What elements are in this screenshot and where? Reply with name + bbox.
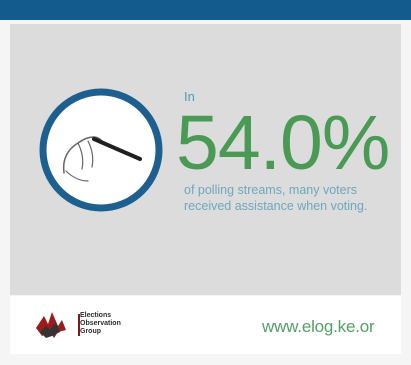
elog-logo-icon bbox=[28, 306, 148, 346]
logo-text: Elections Observation Group bbox=[80, 312, 121, 336]
website-link[interactable]: www.elog.ke.or bbox=[262, 317, 375, 336]
hand-with-pen-icon bbox=[36, 85, 166, 215]
footer bbox=[10, 296, 401, 354]
stat-prefix: In bbox=[184, 89, 195, 104]
stat-value: 54.0% bbox=[176, 100, 390, 186]
stat-description: of polling streams, many voters received… bbox=[184, 183, 368, 213]
logo-text-line: Observation bbox=[80, 320, 121, 327]
top-bar bbox=[0, 0, 411, 20]
logo-text-line: Elections bbox=[80, 312, 112, 319]
logo-text-line: Group bbox=[80, 328, 101, 335]
